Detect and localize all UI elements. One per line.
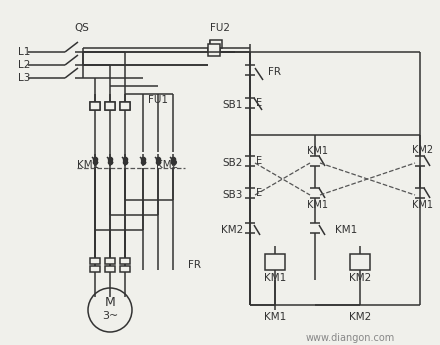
Bar (105, 102, 115, 110)
Text: QS: QS (74, 23, 89, 33)
Bar (208, 48, 220, 56)
Bar (350, 254, 370, 270)
Text: KM1: KM1 (77, 160, 99, 170)
Text: L2: L2 (18, 60, 30, 70)
Bar (120, 266, 130, 272)
Text: KM2: KM2 (349, 273, 371, 283)
Bar (105, 266, 115, 272)
Text: KM2: KM2 (412, 145, 433, 155)
Bar (120, 102, 130, 110)
Bar (90, 102, 100, 110)
Text: KM2: KM2 (156, 160, 178, 170)
Bar (90, 266, 100, 272)
Text: SB3: SB3 (223, 190, 243, 200)
Text: FU1: FU1 (148, 95, 168, 105)
Text: KM1: KM1 (264, 312, 286, 322)
Text: E: E (256, 156, 262, 166)
Bar (105, 258, 115, 264)
Text: KM1: KM1 (264, 273, 286, 283)
Text: M: M (105, 296, 115, 309)
Text: 3~: 3~ (102, 311, 118, 321)
Text: KM1: KM1 (412, 200, 433, 210)
Text: KM1: KM1 (308, 146, 329, 156)
Text: KM2: KM2 (349, 312, 371, 322)
Text: FU2: FU2 (210, 23, 230, 33)
Text: KM2: KM2 (221, 225, 243, 235)
Bar (265, 254, 285, 270)
Text: E: E (256, 98, 262, 108)
Text: L1: L1 (18, 47, 30, 57)
Text: FR: FR (268, 67, 281, 77)
Bar (90, 102, 100, 110)
Bar (90, 258, 100, 264)
Text: KM1: KM1 (308, 200, 329, 210)
Circle shape (88, 288, 132, 332)
Text: SB1: SB1 (223, 100, 243, 110)
Text: FR: FR (188, 260, 201, 270)
Text: SB2: SB2 (223, 158, 243, 168)
Text: L3: L3 (18, 73, 30, 83)
Bar (120, 258, 130, 264)
Text: KM1: KM1 (335, 225, 357, 235)
Text: www.diangon.com: www.diangon.com (305, 333, 395, 343)
Text: E: E (256, 188, 262, 198)
Bar (210, 40, 222, 48)
Bar (105, 102, 115, 110)
Bar (208, 44, 220, 52)
Bar (120, 102, 130, 110)
